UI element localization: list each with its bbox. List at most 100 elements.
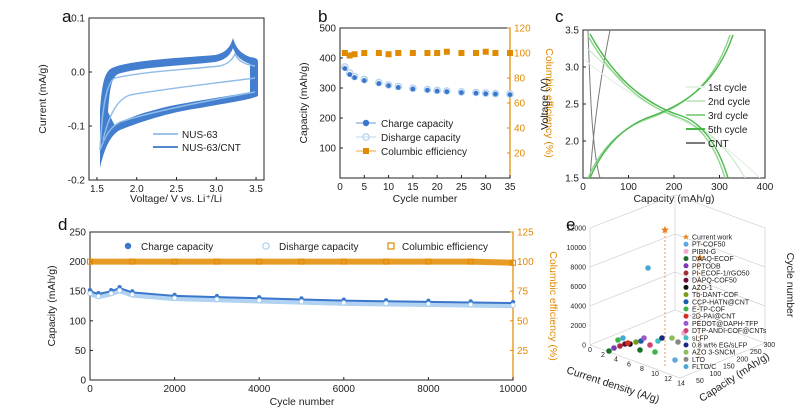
panel-e-ylabel: Capacity (mAh/g) — [697, 350, 772, 404]
legend-marker-d-discharge — [262, 242, 270, 250]
charge-point — [473, 90, 479, 96]
panel-b-ylabel: Capacity (mAh/g) — [298, 62, 310, 143]
charge-point — [507, 92, 513, 97]
panel-e-ytick-label: 150 — [723, 364, 735, 371]
legend-label: E-TP-COF — [692, 307, 725, 314]
point-current-work — [696, 253, 704, 262]
legend-marker — [683, 292, 689, 298]
panel-c-legend: 1st cycle 2nd cycle 3rd cycle 5th cycle … — [686, 83, 751, 150]
charge-point — [347, 72, 353, 77]
panel-d-ylabel: Capacity (mAh/g) — [46, 265, 58, 346]
charge-point — [395, 85, 401, 90]
point-pptodb — [611, 345, 617, 351]
legend-label-discharge: Disharge capacity — [381, 133, 460, 144]
charge-point — [361, 78, 367, 83]
legend-label-d-discharge: Disharge capacity — [279, 242, 358, 253]
panel-a-ytick-label: 0.0 — [71, 68, 85, 79]
panel-d-xlabel: Cycle number — [270, 396, 335, 408]
panel-e-ztick-label: 10000 — [567, 245, 587, 252]
ce-point — [213, 258, 220, 265]
panel-e-xtick-label: 6 — [627, 361, 631, 368]
legend-label: AZO-1 — [692, 285, 713, 292]
panel-e-ztick-label: 6000 — [570, 284, 586, 291]
panel-a-legend: NUS-63 NUS-63/CNT — [153, 130, 241, 154]
legend-marker — [683, 248, 689, 254]
panel-d-y2tick-label: 50 — [517, 316, 529, 327]
legend-label: Tb-DANT-COF — [692, 292, 738, 299]
legend-marker — [683, 320, 689, 326]
legend-marker — [683, 277, 689, 283]
panel-b-xlabel: Cycle number — [393, 193, 458, 205]
panel-e-ytick-label: 100 — [710, 371, 722, 378]
point-pi-ecof-1-rgo50 — [617, 343, 623, 349]
panel-e-xtick-label: 10 — [651, 371, 659, 378]
panel-c-xtick-label: 200 — [666, 182, 683, 193]
panel-a-ytick-label: -0.2 — [68, 176, 86, 187]
legend-label: PPTODB — [692, 263, 721, 270]
legend-label-2nd: 2nd cycle — [708, 97, 751, 108]
discharge-point — [510, 302, 516, 308]
legend-label: LTO — [692, 357, 706, 364]
legend-label-3rd: 3rd cycle — [708, 111, 748, 122]
panel-d-xtick-label: 6000 — [333, 384, 356, 395]
charge-point — [342, 66, 348, 71]
ce-point — [87, 258, 93, 265]
ce-point — [375, 50, 382, 56]
ce-band — [90, 258, 513, 266]
panel-e-ytick-label: 50 — [696, 378, 704, 385]
legend-label-1st: 1st cycle — [708, 83, 747, 94]
ce-point — [340, 258, 347, 265]
point-lto — [675, 339, 681, 345]
legend-marker — [683, 335, 689, 341]
panel-b-ytick-label: 500 — [319, 24, 336, 35]
point-flto-c — [645, 265, 651, 271]
panel-d-ytick-label: 100 — [69, 316, 86, 327]
discharge-point — [171, 295, 178, 301]
panel-b-xtick-label: 20 — [432, 182, 444, 193]
ce-point — [171, 258, 178, 265]
charge-point — [483, 91, 489, 97]
panel-e-ticks: 0 2000 4000 6000 8000 10000 12000 0 2 4 6 8 10 12 14 50… — [567, 226, 776, 388]
legend-label: DAAQ-ECOF — [692, 256, 734, 263]
panel-b-y2label: Columbic efficiency (%) — [543, 48, 555, 158]
panel-c-ytick-label: 2.0 — [565, 137, 579, 148]
panel-d-ticks: 0 2000 4000 6000 8000 10000 0 50 100 150 200 250 25 5… — [69, 228, 534, 396]
panel-d-y2tick-label: 75 — [517, 287, 529, 298]
panel-a-xtick-label: 1.5 — [90, 184, 104, 195]
panel-c-ytick-label: 3.0 — [565, 63, 579, 74]
cv-curve-nus63-2 — [102, 77, 256, 141]
point-pedot-daph-tfp — [641, 335, 647, 341]
point-e-tp-cof — [615, 337, 621, 343]
legend-label: CCP-HATN@CNT — [692, 299, 750, 306]
panel-d-xtick-label: 4000 — [248, 384, 271, 395]
panel-b: b 0 5 10 15 20 25 30 35 100 200 300 400 500 20 40 60 80 1… — [298, 7, 555, 205]
legend-marker — [683, 256, 689, 262]
panel-a-xtick-label: 2.5 — [170, 184, 184, 195]
point-0-8-wt-eg-slfp — [659, 335, 665, 341]
legend-marker — [683, 356, 689, 362]
charge-point — [493, 91, 498, 97]
legend-label: AZO 3-SNCM — [692, 350, 735, 357]
point-tb-dant-cof — [633, 339, 639, 345]
panel-b-ytick-label: 300 — [319, 84, 336, 95]
panel-c: c 0 100 200 300 400 1.5 2.0 2.5 3.0 3.5 1st cycle… — [539, 7, 774, 205]
ce-point — [443, 48, 450, 55]
panel-d-label: d — [58, 215, 67, 234]
panel-d-y2label: Columbic efficiency (%) — [547, 251, 559, 361]
panel-e-ztick-label: 4000 — [570, 304, 586, 311]
panel-e-ztick-label: 2000 — [570, 323, 586, 330]
panel-d-ytick-label: 250 — [69, 228, 86, 239]
panel-e-xtick-label: 14 — [677, 381, 685, 388]
discharge-point — [214, 296, 220, 302]
discharge-point — [383, 300, 389, 307]
ce-point — [473, 50, 479, 56]
panel-c-xtick-label: 100 — [620, 182, 637, 193]
ce-point — [298, 258, 305, 265]
panel-a-curves — [99, 38, 258, 168]
panel-a-xtick-label: 3.0 — [209, 184, 223, 195]
ce-point — [467, 258, 474, 265]
legend-label-ce: Columbic efficiency — [381, 147, 467, 158]
panel-d-y2tick-label: 100 — [517, 257, 534, 268]
charge-point — [425, 87, 430, 93]
